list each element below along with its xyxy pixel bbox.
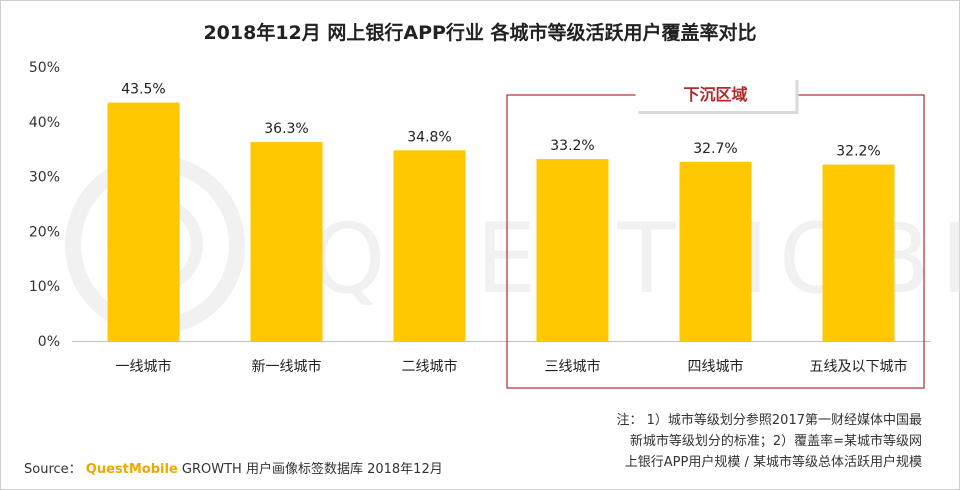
source-brand: QuestMobile [85,462,178,477]
highlight-label-box [635,77,796,111]
y-tick-label: 10% [29,279,60,295]
bar-value-label: 36.3% [264,121,308,137]
highlight-label: 下沉区域 [683,85,747,104]
x-tick-label: 新一线城市 [252,358,322,375]
chart-note: 注： 1）城市等级划分参照2017第一财经媒体中国最 新城市等级划分的标准；2）… [542,410,923,473]
chart-title: 2018年12月 网上银行APP行业 各城市等级活跃用户覆盖率对比 [203,22,757,44]
x-axis: 一线城市 新一线城市 二线城市 三线城市 四线城市 五线及以下城市 [72,341,930,375]
y-tick-label: 0% [38,334,60,350]
x-tick-label: 五线及以下城市 [810,358,908,375]
bar-value-label: 33.2% [550,138,594,154]
note-line: 新城市等级划分的标准；2）覆盖率=某城市等级网 [629,434,922,449]
bar [107,102,180,342]
y-tick-label: 50% [29,60,60,76]
bars: 43.5% 36.3% 34.8% 33.2% 32.7% 32.2% [107,82,895,342]
y-tick-label: 20% [29,224,60,240]
bar-value-label: 34.8% [407,129,451,145]
bar-value-label: 32.7% [693,141,737,157]
y-axis: 0% 10% 20% 30% 40% 50% [29,60,60,350]
highlight-region: 下沉区域 [506,77,925,389]
bar [250,142,323,341]
x-tick-label: 一线城市 [116,358,172,375]
source-line: Source： QuestMobile GROWTH 用户画像标签数据库 201… [24,458,443,477]
x-tick-label: 三线城市 [545,358,601,375]
note-line: 注： 1）城市等级划分参照2017第一财经媒体中国最 [616,413,923,428]
y-tick-label: 30% [29,170,60,186]
bar [822,164,895,341]
bar-value-label: 32.2% [836,144,880,160]
bar-chart: QUESTMOBILE 0%10%20%30%40%50% 43.5%36.3%… [29,60,960,389]
note-line: 上银行APP用户规模 / 某城市等级总体活跃用户规模 [624,455,922,470]
x-tick-label: 二线城市 [402,358,458,375]
bar [679,161,752,341]
source-label: Source： [24,462,82,477]
x-tick-label: 四线城市 [688,358,744,375]
bar [393,150,466,341]
bar [536,159,609,341]
y-tick-label: 40% [29,115,60,131]
bar-value-label: 43.5% [121,82,165,98]
source-product: GROWTH 用户画像标签数据库 2018年12月 [181,462,443,477]
